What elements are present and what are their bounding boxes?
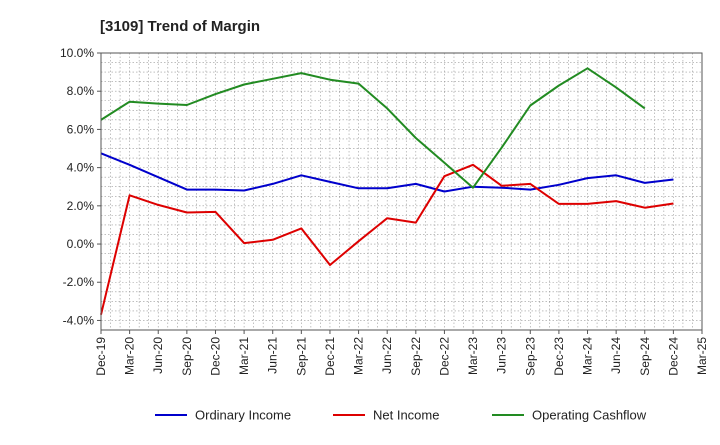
- x-tick-label: Mar-25: [695, 337, 709, 375]
- x-tick-label: Mar-22: [352, 337, 366, 375]
- x-tick-label: Dec-24: [666, 337, 680, 376]
- y-tick-label: 2.0%: [67, 199, 95, 213]
- plot-area-frame: [100, 52, 703, 331]
- x-tick-label: Dec-22: [437, 337, 451, 376]
- x-tick-label: Dec-19: [94, 337, 108, 376]
- y-axis-ticks: 10.0% 8.0% 6.0% 4.0% 2.0% 0.0% -2.0% -4.0%: [60, 46, 101, 327]
- net-income-legend-label: Net Income: [373, 408, 439, 423]
- x-tick-label: Mar-24: [581, 337, 595, 375]
- x-tick-label: Mar-20: [123, 337, 137, 375]
- y-tick-label: 8.0%: [67, 84, 95, 98]
- x-tick-label: Jun-20: [151, 337, 165, 374]
- x-tick-label: Dec-20: [208, 337, 222, 376]
- y-tick-label: 6.0%: [67, 122, 95, 136]
- x-tick-label: Jun-23: [495, 337, 509, 374]
- x-axis-ticks: Dec-19 Mar-20 Jun-20 Sep-20 Dec-20 Mar-21 Jun-…: [94, 330, 709, 376]
- operating-cashflow-legend-label: Operating Cashflow: [532, 408, 647, 423]
- series-lines: [100, 67, 674, 315]
- y-tick-label: 10.0%: [60, 46, 94, 60]
- ordinary-income-line: [100, 152, 674, 193]
- x-tick-label: Sep-23: [523, 337, 537, 376]
- x-tick-label: Sep-24: [638, 337, 652, 376]
- x-tick-label: Sep-20: [180, 337, 194, 376]
- x-tick-label: Mar-23: [466, 337, 480, 375]
- y-tick-label: 4.0%: [67, 161, 95, 175]
- x-tick-label: Sep-22: [409, 337, 423, 376]
- x-tick-label: Sep-21: [294, 337, 308, 376]
- x-tick-label: Dec-21: [323, 337, 337, 376]
- net-income-line: [100, 163, 674, 315]
- legend: Ordinary Income Net Income Operating Cashf…: [155, 408, 647, 423]
- x-tick-label: Jun-24: [609, 337, 623, 374]
- x-tick-label: Mar-21: [237, 337, 251, 375]
- y-tick-label: -2.0%: [63, 275, 95, 289]
- grid: [100, 52, 703, 330]
- operating-cashflow-line: [100, 67, 646, 189]
- x-tick-label: Dec-23: [552, 337, 566, 376]
- x-tick-label: Jun-22: [380, 337, 394, 374]
- y-tick-label: -4.0%: [63, 313, 95, 327]
- chart-title: [3109] Trend of Margin: [100, 18, 260, 35]
- ordinary-income-legend-label: Ordinary Income: [195, 408, 291, 423]
- x-tick-label: Jun-21: [266, 337, 280, 374]
- y-tick-label: 0.0%: [67, 237, 95, 251]
